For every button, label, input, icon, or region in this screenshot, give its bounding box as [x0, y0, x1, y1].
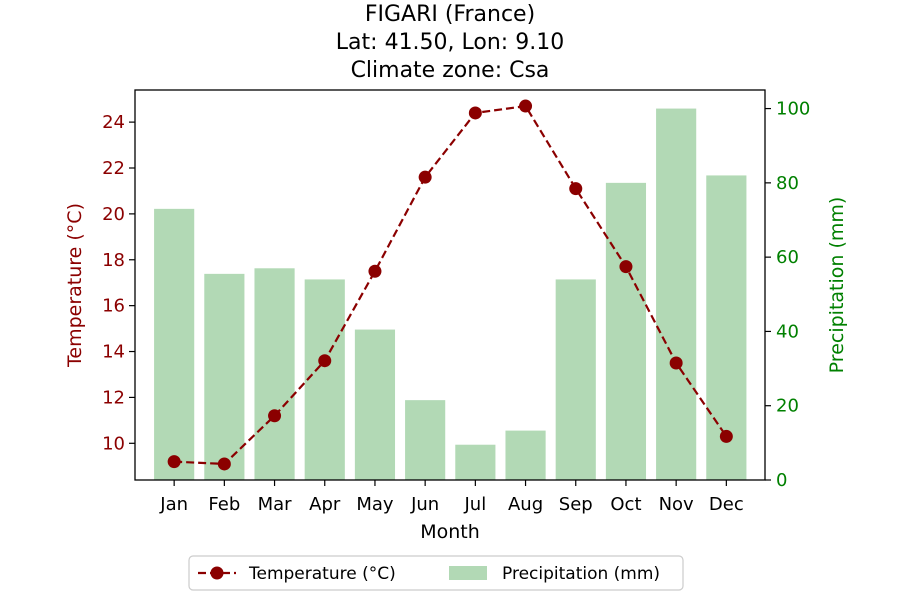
x-tick-label: Aug: [508, 494, 543, 515]
temperature-point-dec: [719, 429, 733, 443]
right-tick-label: 40: [776, 321, 799, 342]
legend-precipitation-label: Precipitation (mm): [502, 564, 660, 584]
x-tick-label: Sep: [559, 494, 593, 515]
temperature-series-line: [174, 104, 728, 466]
precipitation-bar-apr: [304, 279, 345, 480]
precipitation-bar-dec: [706, 175, 747, 480]
x-tick-label: May: [356, 494, 394, 515]
title-line-3: Climate zone: Csa: [351, 58, 550, 83]
precipitation-bar-nov: [656, 108, 697, 481]
right-axis-label: Precipitation (mm): [826, 197, 848, 374]
left-axis-ticks: 10 12 14 16 18 20 22 24: [102, 112, 135, 454]
legend-precipitation-swatch: [449, 566, 487, 580]
temperature-point-aug: [519, 99, 533, 113]
left-tick-label: 22: [102, 158, 125, 179]
title-line-2: Lat: 41.50, Lon: 9.10: [336, 30, 564, 55]
chart-title: FIGARI (France) Lat: 41.50, Lon: 9.10 Clim…: [336, 2, 564, 83]
title-line-1: FIGARI (France): [365, 2, 535, 27]
right-tick-label: 80: [776, 173, 799, 194]
x-tick-label: Apr: [309, 494, 341, 515]
precipitation-bar-may: [354, 329, 396, 480]
precipitation-bar-oct: [605, 182, 647, 480]
precipitation-bar-aug: [505, 430, 546, 480]
right-tick-label: 20: [776, 396, 799, 417]
precipitation-bar-jun: [405, 400, 446, 480]
x-tick-label: Mar: [258, 494, 293, 515]
temperature-point-apr: [318, 354, 332, 368]
right-tick-label: 100: [776, 99, 810, 120]
axis-labels: Month Temperature (°C) Precipitation (mm): [64, 197, 848, 543]
temperature-point-mar: [268, 409, 282, 423]
axes: [134, 89, 766, 481]
left-tick-label: 20: [102, 204, 125, 225]
left-tick-label: 16: [102, 296, 125, 317]
temperature-point-may: [368, 264, 382, 278]
precipitation-bars: [154, 108, 747, 481]
x-tick-label: Feb: [208, 494, 240, 515]
x-tick-label: Jun: [410, 494, 439, 515]
left-tick-label: 14: [102, 342, 125, 363]
legend-box: [188, 555, 684, 591]
x-tick-label: Oct: [610, 494, 641, 515]
temperature-point-jun: [418, 170, 432, 184]
left-tick-label: 18: [102, 250, 125, 271]
precipitation-bar-mar: [254, 268, 295, 480]
plot-frame: [134, 89, 766, 481]
left-tick-label: 12: [102, 387, 125, 408]
temperature-point-feb: [217, 457, 231, 471]
x-tick-label: Dec: [709, 494, 744, 515]
precipitation-bar-feb: [204, 273, 245, 480]
x-tick-label: Nov: [659, 494, 694, 515]
x-tick-label: Jul: [463, 494, 486, 515]
legend: Temperature (°C) Precipitation (mm): [188, 555, 684, 591]
precipitation-bar-jul: [455, 444, 496, 480]
temperature-point-jan: [167, 455, 181, 469]
temperature-line: [167, 99, 733, 471]
left-tick-label: 10: [102, 433, 125, 454]
precipitation-bar-sep: [555, 279, 596, 480]
temperature-point-jul: [468, 106, 482, 120]
legend-temperature-marker: [210, 566, 224, 580]
temperature-point-sep: [569, 182, 583, 196]
temperature-point-nov: [669, 356, 683, 370]
right-tick-label: 60: [776, 247, 799, 268]
x-tick-label: Jan: [159, 494, 188, 515]
right-axis-ticks: 0 20 40 60 80 100: [765, 99, 810, 491]
x-axis-label: Month: [420, 521, 480, 543]
x-axis-ticks: Jan Feb Mar Apr May Jun Jul Aug Sep Oct Nov Dec: [159, 480, 744, 515]
temperature-point-oct: [619, 260, 633, 274]
precipitation-bar-jan: [154, 208, 195, 480]
right-tick-label: 0: [776, 470, 787, 491]
left-axis-label: Temperature (°C): [64, 203, 86, 368]
left-tick-label: 24: [102, 112, 125, 133]
legend-temperature-label: Temperature (°C): [248, 564, 396, 584]
